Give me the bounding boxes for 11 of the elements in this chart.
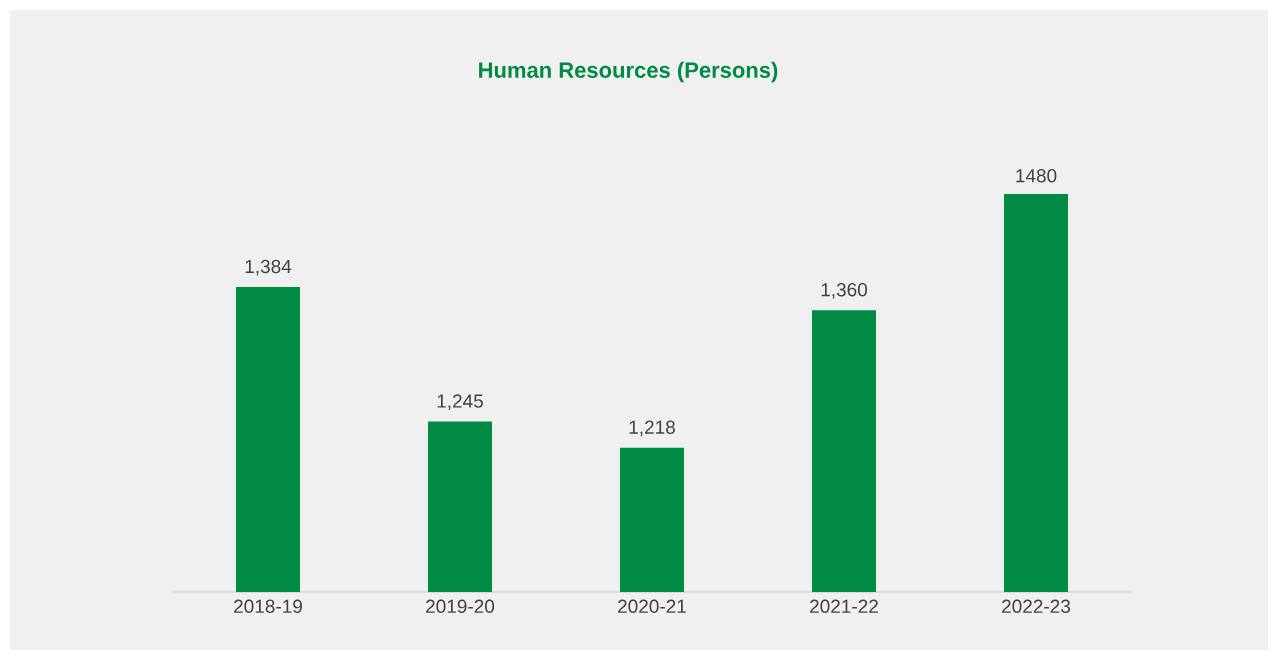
data-label: 1,384 bbox=[245, 259, 292, 276]
x-tick-label: 2022-23 bbox=[1002, 599, 1071, 613]
data-label: 1,245 bbox=[437, 394, 483, 411]
x-tick-label: 2019-20 bbox=[426, 599, 495, 613]
data-label: 1,360 bbox=[821, 282, 868, 299]
x-tick-label: 2021-22 bbox=[810, 599, 878, 613]
chart-title: Human Resources (Persons) bbox=[479, 61, 778, 83]
data-label: 1,218 bbox=[629, 420, 675, 437]
x-tick-label: 2020-21 bbox=[618, 599, 686, 613]
x-tick-label: 2018-19 bbox=[234, 599, 302, 613]
data-label: 1480 bbox=[1016, 169, 1057, 183]
